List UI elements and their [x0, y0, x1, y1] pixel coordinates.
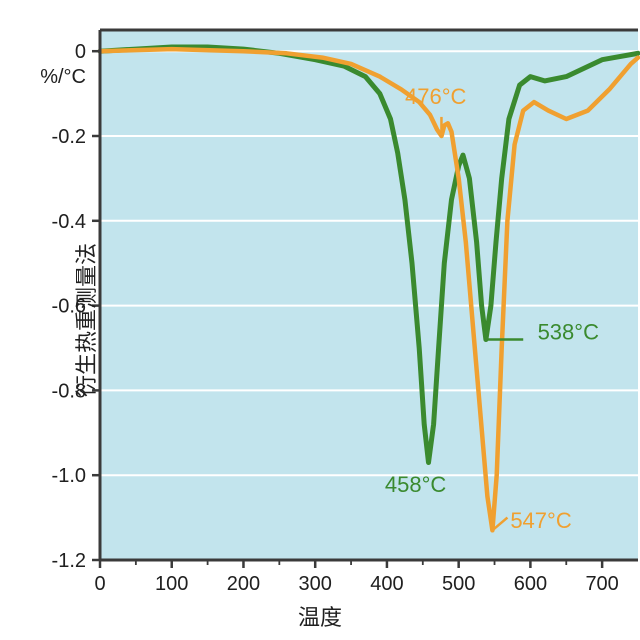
annotation-label: 458°C — [385, 472, 447, 497]
y-tick-label: -0.4 — [52, 211, 86, 233]
x-tick-label: 600 — [514, 573, 547, 595]
y-tick-label: -1.2 — [52, 550, 86, 572]
y-tick-label: -1.0 — [52, 465, 86, 487]
x-tick-label: 700 — [585, 573, 618, 595]
plot-area — [100, 30, 638, 560]
annotation-label: 476°C — [405, 84, 467, 109]
x-tick-label: 500 — [442, 573, 475, 595]
x-tick-label: 300 — [299, 573, 332, 595]
y-tick-label: 0 — [75, 41, 86, 63]
y-tick-label: -0.2 — [52, 126, 86, 148]
y-axis-label: 衍生热重测量法 — [69, 243, 101, 397]
x-tick-label: 400 — [370, 573, 403, 595]
y-unit-label: %/°C — [40, 66, 86, 88]
x-tick-label: 0 — [94, 573, 105, 595]
annotation-label: 547°C — [510, 508, 572, 533]
annotation-label: 538°C — [538, 320, 600, 345]
x-tick-label: 100 — [155, 573, 188, 595]
x-axis-label: 温度 — [298, 600, 342, 632]
x-tick-label: 200 — [227, 573, 260, 595]
